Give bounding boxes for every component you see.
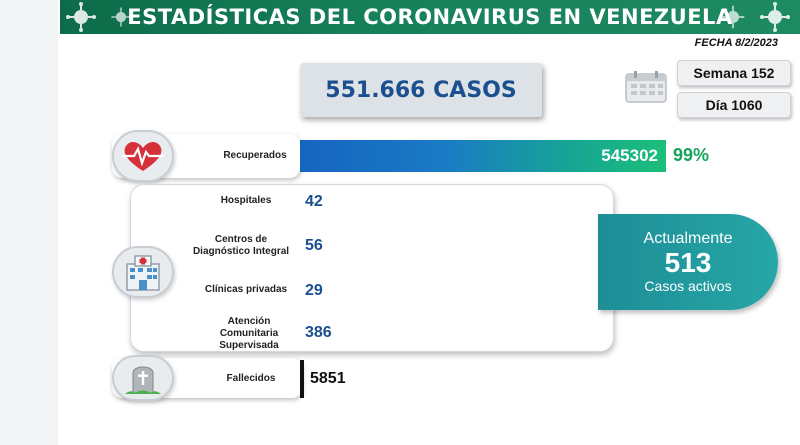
recovered-percent: 99% — [673, 145, 710, 165]
attention-label-cdi: Centros de Diagnóstico Integral — [192, 234, 290, 257]
total-cases: 551.666 CASOS — [325, 77, 517, 103]
attention-value-acs: 386 — [305, 324, 332, 341]
hospital-icon — [126, 255, 160, 291]
calendar-icon — [625, 71, 667, 103]
attention-label-acs: Atención Comunitaria Supervisada — [219, 316, 279, 351]
active-cases-label: Casos activos — [644, 278, 732, 294]
attention-value-hospitales: 42 — [305, 193, 323, 210]
recovered-label: Recuperados — [223, 150, 287, 161]
deaths-icon-circle — [112, 355, 174, 401]
active-cases-box: Actualmente 513 Casos activos — [598, 214, 778, 310]
virus-icon — [111, 7, 131, 27]
attention-label-hospitales: Hospitales — [220, 195, 272, 206]
recovered-bar: 545302 — [300, 140, 666, 172]
attention-panel — [130, 184, 614, 352]
deaths-value: 5851 — [310, 370, 346, 387]
hospital-icon-circle — [112, 246, 174, 298]
virus-icon — [66, 2, 96, 32]
virus-icon — [760, 2, 790, 32]
report-date: FECHA 8/2/2023 — [694, 37, 778, 49]
day-badge: Día 1060 — [677, 92, 791, 118]
heart-pulse-icon — [122, 142, 164, 171]
tombstone-icon — [125, 366, 161, 394]
deaths-bar — [300, 360, 304, 398]
recovered-icon-circle — [112, 130, 174, 182]
attention-value-cdi: 56 — [305, 237, 323, 254]
deaths-label: Fallecidos — [226, 373, 276, 384]
recovered-value: 545302 — [601, 146, 658, 165]
week-badge: Semana 152 — [677, 60, 791, 86]
total-cases-box: 551.666 CASOS — [300, 63, 542, 117]
header-banner: ESTADÍSTICAS DEL CORONAVIRUS EN VENEZUEL… — [60, 0, 800, 34]
attention-label-clinicas: Clínicas privadas — [204, 284, 288, 295]
virus-icon — [721, 5, 745, 29]
active-cases-value: 513 — [664, 247, 712, 278]
left-margin-strip — [0, 0, 58, 445]
page-title: ESTADÍSTICAS DEL CORONAVIRUS EN VENEZUEL… — [127, 5, 733, 29]
attention-value-clinicas: 29 — [305, 282, 323, 299]
active-cases-caption: Actualmente — [643, 230, 733, 247]
